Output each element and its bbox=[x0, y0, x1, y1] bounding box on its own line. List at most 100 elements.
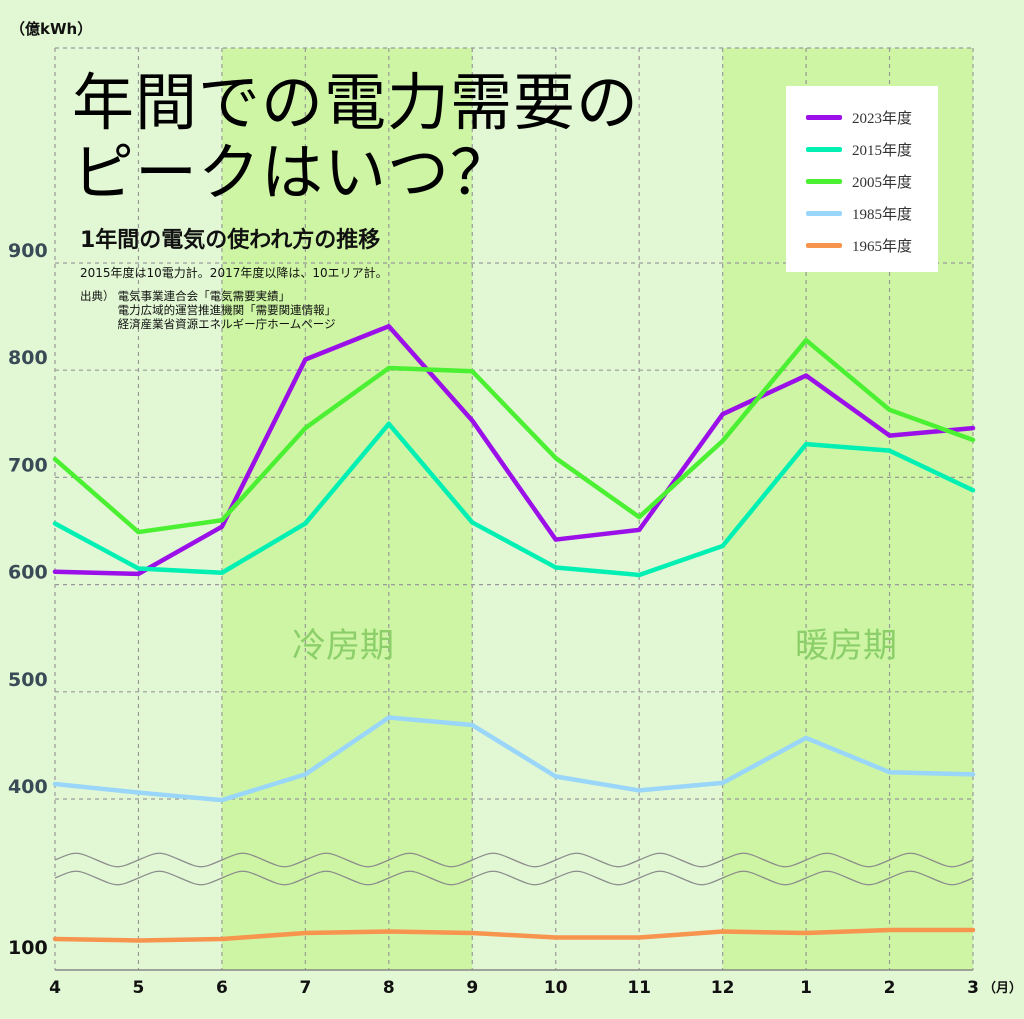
data-point bbox=[971, 437, 975, 442]
legend: 2023年度 2015年度 2005年度 1985年度 1965年度 bbox=[786, 86, 938, 272]
data-point bbox=[637, 935, 642, 940]
data-point bbox=[720, 929, 725, 934]
data-point bbox=[470, 931, 475, 935]
source-line: 電気事業連合会「電気需要実績」 bbox=[117, 289, 291, 303]
data-point bbox=[971, 772, 975, 777]
data-point bbox=[470, 369, 475, 374]
data-point bbox=[386, 421, 391, 426]
legend-swatch bbox=[806, 178, 842, 184]
series-line bbox=[52, 337, 976, 535]
legend-label: 2015年度 bbox=[852, 142, 913, 159]
chart-subtitle: 1年間の電気の使われ方の推移 bbox=[80, 228, 381, 253]
data-point bbox=[720, 438, 725, 443]
data-point bbox=[637, 527, 642, 532]
data-point bbox=[219, 524, 224, 529]
data-point bbox=[53, 457, 57, 462]
data-point bbox=[53, 521, 57, 526]
legend-swatch bbox=[806, 114, 842, 120]
data-point bbox=[720, 412, 725, 417]
source-label: 出典） bbox=[80, 289, 115, 303]
source-block: 出典） 電気事業連合会「電気需要実績」 電力広域的運営推進機関「需要関連情報」 … bbox=[80, 289, 336, 331]
data-point bbox=[386, 929, 391, 934]
data-point bbox=[887, 928, 892, 932]
legend-swatch bbox=[806, 210, 842, 216]
legend-swatch bbox=[806, 242, 842, 248]
legend-item: 2005年度 bbox=[806, 171, 912, 191]
data-point bbox=[219, 518, 224, 523]
period-label-cooling: 冷房期 bbox=[292, 626, 394, 666]
x-tick-label: 5 bbox=[133, 978, 145, 998]
legend-item: 2015年度 bbox=[806, 139, 912, 159]
data-point bbox=[637, 788, 642, 793]
axis-break-wave bbox=[54, 852, 974, 868]
y-tick-label: 700 bbox=[8, 454, 48, 476]
data-point bbox=[971, 488, 975, 493]
x-tick-label: 6 bbox=[216, 978, 228, 998]
series-line bbox=[52, 323, 976, 577]
y-tick-label: 800 bbox=[8, 347, 48, 369]
legend-item: 1965年度 bbox=[806, 235, 912, 255]
season-band bbox=[221, 48, 473, 970]
data-point bbox=[386, 715, 391, 720]
data-point bbox=[386, 324, 391, 329]
data-point bbox=[53, 569, 57, 574]
y-tick-label: 500 bbox=[8, 669, 48, 691]
data-point bbox=[303, 426, 308, 431]
data-point bbox=[553, 537, 558, 542]
legend-label: 2005年度 bbox=[852, 174, 913, 191]
y-axis-unit: （億kWh） bbox=[10, 20, 93, 38]
data-point bbox=[553, 935, 558, 940]
data-point bbox=[219, 937, 224, 941]
data-point bbox=[804, 338, 809, 343]
data-point bbox=[971, 426, 975, 431]
axis-break-marks bbox=[54, 852, 974, 886]
series-line bbox=[52, 927, 976, 943]
data-point bbox=[637, 515, 642, 520]
legend-label: 1985年度 bbox=[852, 206, 913, 223]
axis-break-wave bbox=[54, 870, 974, 886]
data-point bbox=[553, 774, 558, 779]
y-tick-label: 400 bbox=[8, 776, 48, 798]
x-tick-label: 7 bbox=[299, 978, 311, 998]
data-point bbox=[470, 520, 475, 525]
x-tick-label: 2 bbox=[884, 978, 896, 998]
x-tick-label: 10 bbox=[544, 978, 568, 998]
data-point bbox=[804, 735, 809, 740]
data-point bbox=[720, 544, 725, 549]
data-point bbox=[804, 373, 809, 378]
y-tick-labels: 100 400 500 600 700 800 900 bbox=[8, 240, 48, 959]
data-point bbox=[887, 448, 892, 453]
data-point bbox=[887, 770, 892, 775]
data-point bbox=[136, 938, 141, 943]
series-line bbox=[52, 715, 976, 803]
data-point bbox=[136, 566, 141, 571]
chart-title-text: 年間での電力需要の ピークはいつ？ bbox=[72, 66, 640, 209]
x-axis-unit: （月） bbox=[983, 980, 1022, 996]
x-tick-label: 11 bbox=[627, 978, 651, 998]
data-point bbox=[804, 442, 809, 447]
data-point bbox=[136, 790, 141, 795]
y-tick-label: 900 bbox=[8, 240, 48, 262]
x-tick-label: 4 bbox=[49, 978, 61, 998]
y-tick-label: 100 bbox=[8, 937, 48, 959]
data-point bbox=[804, 931, 809, 935]
data-point bbox=[303, 931, 308, 935]
series-lines bbox=[52, 323, 976, 943]
data-point bbox=[553, 565, 558, 570]
source-lines: 電気事業連合会「電気需要実績」 電力広域的運営推進機関「需要関連情報」 経済産業… bbox=[118, 289, 337, 331]
data-point bbox=[553, 456, 558, 461]
data-point bbox=[303, 521, 308, 526]
x-tick-label: 1 bbox=[800, 978, 812, 998]
data-point bbox=[219, 570, 224, 575]
y-tick-label: 600 bbox=[8, 562, 48, 584]
data-point bbox=[386, 366, 391, 371]
data-point bbox=[470, 418, 475, 423]
source-line: 経済産業省資源エネルギー庁ホームページ bbox=[117, 317, 336, 331]
x-tick-labels: 4 5 6 7 8 9 10 11 12 1 2 3 （月） bbox=[49, 978, 1022, 998]
data-point bbox=[470, 723, 475, 728]
legend-item: 1985年度 bbox=[806, 203, 912, 223]
data-point bbox=[53, 937, 57, 941]
data-point bbox=[637, 572, 642, 577]
x-tick-label: 12 bbox=[711, 978, 735, 998]
x-tick-label: 9 bbox=[466, 978, 478, 998]
